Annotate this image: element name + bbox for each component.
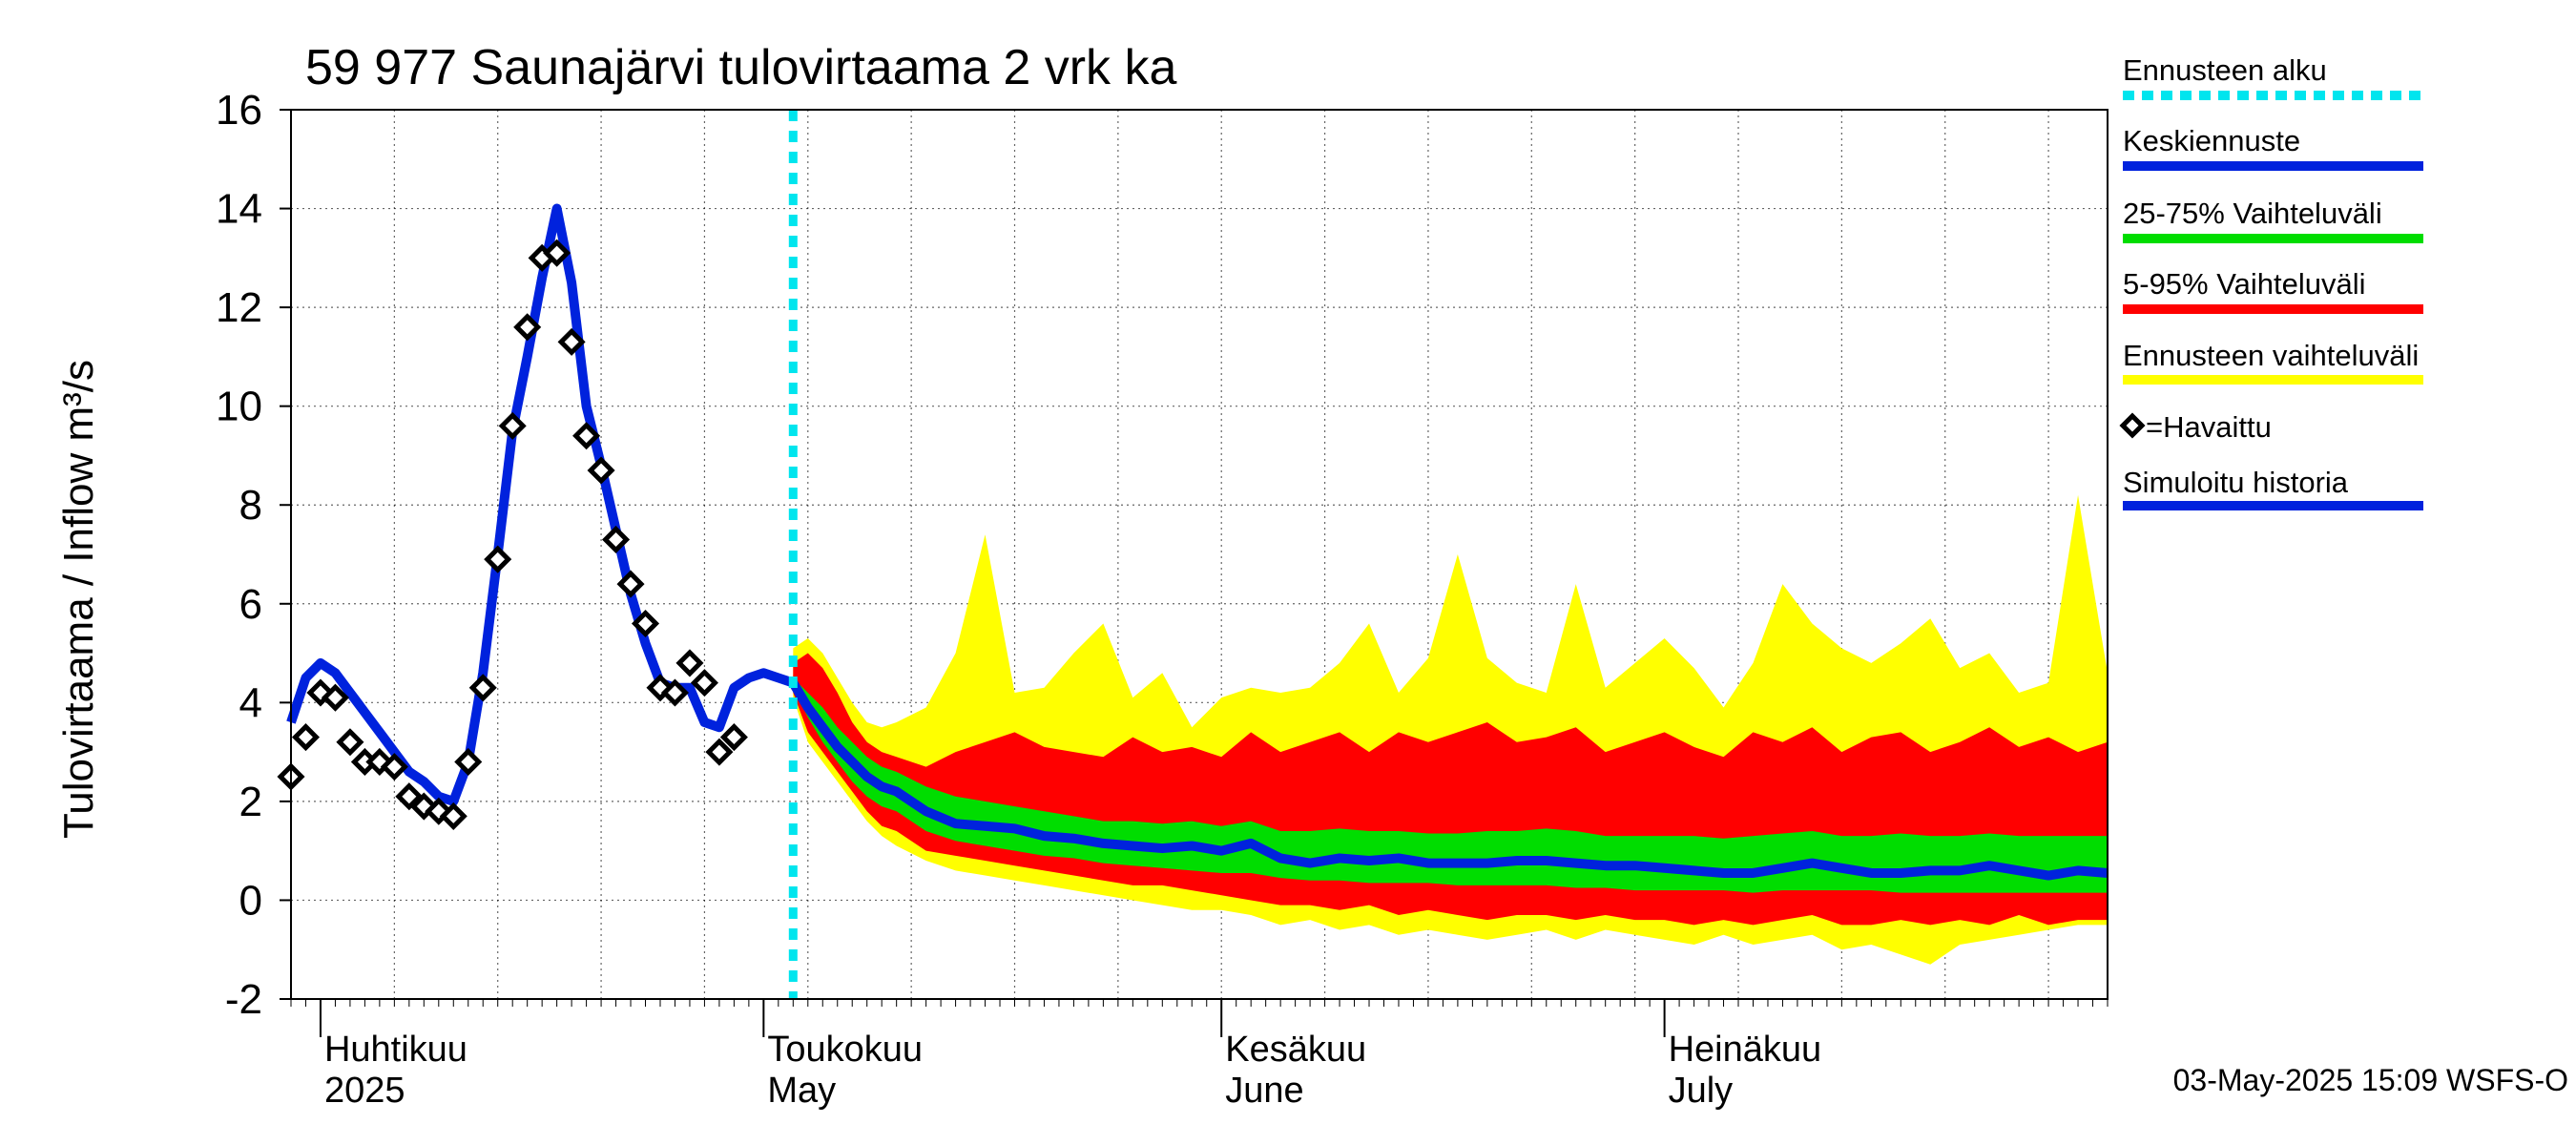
- x-month-sublabel: June: [1225, 1071, 1303, 1111]
- plot-frame: [290, 109, 2109, 1000]
- y-tick-label: -2: [225, 976, 262, 1023]
- simulated-history-line: [286, 203, 795, 806]
- observed-point: [675, 649, 704, 677]
- legend-diamond-icon: [2119, 412, 2146, 439]
- observed-point: [336, 728, 364, 757]
- footer-timestamp: 03-May-2025 15:09 WSFS-O: [2173, 1063, 2568, 1097]
- observed-point: [557, 327, 586, 356]
- observed-point: [631, 609, 660, 638]
- y-tick-label: 16: [216, 87, 262, 134]
- y-tick-label: 4: [239, 679, 262, 726]
- observed-point: [690, 669, 718, 697]
- y-axis: -2 0 2 4 6 8 10 12 14 16: [216, 87, 291, 1023]
- y-tick-label: 2: [239, 779, 262, 825]
- y-tick-label: 0: [239, 877, 262, 924]
- observed-point: [513, 313, 542, 342]
- x-month-sublabel: May: [767, 1071, 836, 1111]
- observed-point: [321, 683, 349, 712]
- x-month-label: Heinäkuu: [1669, 1030, 1822, 1070]
- legend-label: Keskiennuste: [2123, 124, 2300, 157]
- legend-label: =Havaittu: [2146, 410, 2272, 444]
- x-month-label: Kesäkuu: [1225, 1030, 1366, 1070]
- x-month-label: Huhtikuu: [324, 1030, 467, 1070]
- observed-point: [572, 422, 601, 450]
- y-tick-label: 14: [216, 186, 262, 233]
- observed-point: [602, 525, 631, 554]
- observed-point: [380, 753, 408, 781]
- x-month-sublabel: 2025: [324, 1071, 405, 1111]
- observed-point: [498, 411, 527, 440]
- observed-point: [439, 802, 467, 830]
- band-25-75: [793, 677, 2108, 893]
- x-month-sublabel: July: [1669, 1071, 1734, 1111]
- observed-point: [719, 723, 748, 752]
- legend-label: 25-75% Vaihteluväli: [2123, 197, 2382, 230]
- y-axis-label: Tulovirtaama / Inflow m³/s: [55, 360, 102, 839]
- observed-point: [543, 239, 571, 267]
- median-forecast-line: [789, 680, 2109, 881]
- y-tick-label: 6: [239, 581, 262, 628]
- chart-title: 59 977 Saunajärvi tulovirtaama 2 vrk ka: [305, 40, 1176, 95]
- observed-point: [468, 674, 497, 702]
- x-month-label: Toukokuu: [767, 1030, 923, 1070]
- observed-point: [484, 545, 512, 573]
- observed-point: [660, 678, 690, 707]
- legend-label: Simuloitu historia: [2123, 466, 2349, 499]
- legend-label: Ennusteen vaihteluväli: [2123, 339, 2419, 372]
- y-tick-label: 12: [216, 284, 262, 331]
- legend-label: Ennusteen alku: [2123, 53, 2327, 87]
- plot-area: [277, 109, 2109, 1000]
- observed-point: [705, 738, 734, 766]
- observed-point: [587, 456, 615, 485]
- y-tick-label: 10: [216, 384, 262, 430]
- legend-label: 5-95% Vaihteluväli: [2123, 267, 2365, 301]
- observed-point: [454, 747, 483, 777]
- observed-point: [395, 782, 424, 811]
- observed-point: [616, 570, 645, 598]
- observed-point: [291, 723, 321, 752]
- series-lines: [286, 110, 2109, 999]
- y-tick-label: 8: [239, 482, 262, 529]
- legend: Ennusteen alku Keskiennuste 25-75% Vaihtel…: [2119, 53, 2423, 510]
